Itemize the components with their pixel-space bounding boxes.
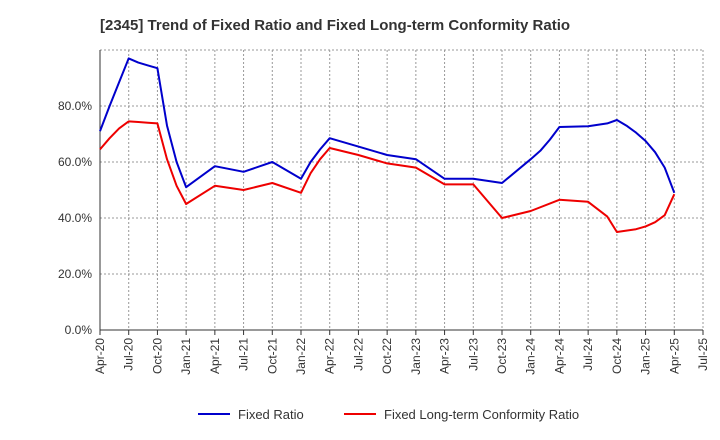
x-tick-label: Apr-25 <box>667 338 681 374</box>
x-tick-label: Jan-23 <box>409 338 423 375</box>
x-tick-label: Oct-20 <box>150 338 164 374</box>
x-tick-label: Jul-21 <box>237 338 251 371</box>
y-tick-label: 80.0% <box>58 99 92 113</box>
x-tick-label: Jul-22 <box>351 338 365 371</box>
x-tick-label: Apr-23 <box>438 338 452 374</box>
x-axis-ticks: Apr-20 Jul-20 Oct-20 Jan-21 Apr-21 Jul-21 Oct-… <box>93 330 710 375</box>
series-line-fixed-long-term-conformity-ratio <box>99 120 676 233</box>
x-tick-label: Jul-24 <box>581 338 595 371</box>
y-axis-ticks: 0.0% 20.0% 40.0% 60.0% 80.0% <box>58 99 92 337</box>
x-tick-label: Apr-21 <box>208 338 222 374</box>
x-tick-label: Jul-25 <box>696 338 710 371</box>
legend-label: Fixed Ratio <box>238 407 304 422</box>
x-tick-label: Oct-24 <box>610 338 624 374</box>
x-tick-label: Jan-21 <box>179 338 193 375</box>
legend: Fixed Ratio Fixed Long-term Conformity Ra… <box>198 407 579 422</box>
y-tick-label: 60.0% <box>58 155 92 169</box>
x-tick-label: Apr-20 <box>93 338 107 374</box>
y-tick-label: 20.0% <box>58 267 92 281</box>
legend-label: Fixed Long-term Conformity Ratio <box>384 407 579 422</box>
x-tick-label: Apr-24 <box>552 338 566 374</box>
gridlines <box>99 49 704 331</box>
y-tick-label: 0.0% <box>65 323 93 337</box>
x-tick-label: Jul-20 <box>122 338 136 371</box>
x-tick-label: Apr-22 <box>323 338 337 374</box>
series-line-fixed-ratio <box>99 57 676 194</box>
y-tick-label: 40.0% <box>58 211 92 225</box>
x-tick-label: Jan-25 <box>639 338 653 375</box>
x-tick-label: Jan-24 <box>524 338 538 375</box>
x-tick-label: Oct-23 <box>495 338 509 374</box>
chart-title: [2345] Trend of Fixed Ratio and Fixed Lo… <box>100 17 570 34</box>
x-tick-label: Jan-22 <box>294 338 308 375</box>
x-tick-label: Oct-22 <box>380 338 394 374</box>
x-tick-label: Jul-23 <box>466 338 480 371</box>
series-lines <box>99 57 676 233</box>
x-tick-label: Oct-21 <box>265 338 279 374</box>
